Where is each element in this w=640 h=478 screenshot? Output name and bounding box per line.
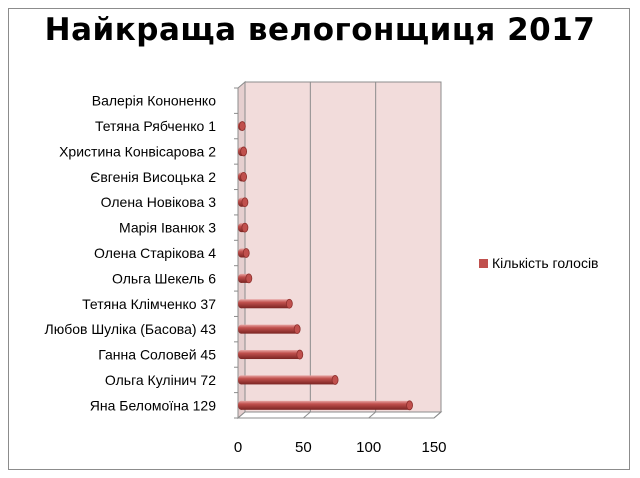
bar-end-cap xyxy=(241,197,249,208)
bar-start-cap xyxy=(238,375,244,385)
plot-floor xyxy=(236,411,443,419)
bar xyxy=(241,324,298,334)
category-label: Ганна Соловей 45 xyxy=(98,347,216,363)
category-label: Марія Іванюк 3 xyxy=(119,220,216,236)
bar-end-cap xyxy=(406,400,413,411)
bar-end-cap xyxy=(293,324,301,335)
category-label: Христина Конвісарова 2 xyxy=(59,143,216,159)
bar xyxy=(241,375,336,385)
category-label: Ольга Шекель 6 xyxy=(112,270,216,286)
legend-swatch xyxy=(479,259,488,268)
bar-end-cap xyxy=(242,248,250,258)
category-label: Валерія Кононенко xyxy=(92,93,216,109)
bar-end-cap xyxy=(240,146,248,157)
bar-start-cap xyxy=(238,324,244,334)
category-label: Тетяна Рябченко 1 xyxy=(95,118,216,134)
bar-end-cap xyxy=(296,349,304,360)
x-tick-label: 50 xyxy=(295,439,312,456)
bar xyxy=(241,273,249,283)
category-label: Олена Новікова 3 xyxy=(101,194,217,210)
category-label: Яна Беломоїна 129 xyxy=(90,397,216,413)
x-tick-label: 150 xyxy=(421,439,446,456)
category-label: Ольга Кулінич 72 xyxy=(105,372,216,388)
bar xyxy=(241,350,300,360)
gridline-floor xyxy=(433,411,442,419)
chart-title: Найкраща велогонщиця 2017 xyxy=(44,12,596,48)
bar-start-cap xyxy=(238,400,244,410)
x-tick-label: 0 xyxy=(234,439,242,456)
bar-end-cap xyxy=(285,298,293,309)
bar-start-cap xyxy=(238,350,244,360)
legend-label: Кількість голосів xyxy=(492,255,599,271)
bar-end-cap xyxy=(240,171,248,182)
bar xyxy=(241,299,290,309)
bar-start-cap xyxy=(238,273,244,283)
x-tick-label: 100 xyxy=(356,439,381,456)
gridline-floor xyxy=(303,411,311,419)
bar-end-cap xyxy=(241,222,249,233)
bar-start-cap xyxy=(238,248,244,258)
category-label: Олена Старікова 4 xyxy=(94,245,216,261)
bar-end-cap xyxy=(238,121,246,131)
gridline-floor xyxy=(368,411,376,419)
bar xyxy=(241,400,410,410)
bar-end-cap xyxy=(245,273,253,284)
bar-end-cap xyxy=(331,375,339,385)
category-label: Євгенія Висоцька 2 xyxy=(90,169,216,185)
category-label: Любов Шуліка (Басова) 43 xyxy=(45,321,217,337)
bar-start-cap xyxy=(238,299,244,309)
plot-back-wall xyxy=(244,81,442,413)
category-label: Тетяна Клімченко 37 xyxy=(82,296,216,312)
